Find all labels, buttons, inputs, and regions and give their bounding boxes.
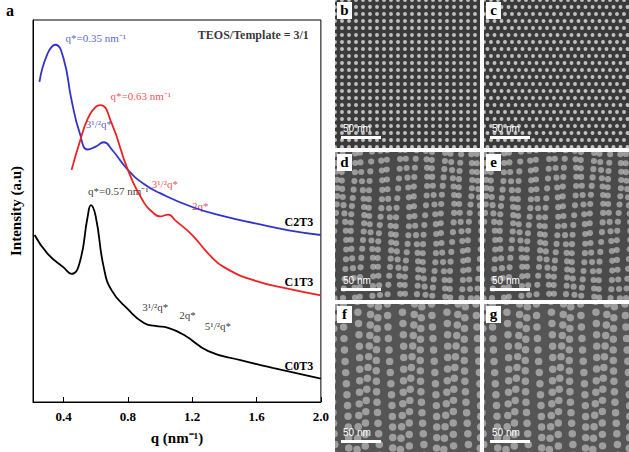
svg-text:2q*: 2q*	[192, 199, 209, 212]
svg-text:c: c	[490, 2, 497, 18]
svg-text:50 nm: 50 nm	[343, 427, 371, 438]
html-text:a: a	[6, 2, 14, 19]
svg-text:50 nm: 50 nm	[492, 427, 520, 438]
svg-text:q*=0.35 nm⁻¹: q*=0.35 nm⁻¹	[65, 32, 126, 44]
svg-text:q*=0.57 nm⁻¹: q*=0.57 nm⁻¹	[88, 185, 149, 197]
svg-text:0.8: 0.8	[120, 409, 137, 424]
svg-text:q (nm⁻¹): q (nm⁻¹)	[151, 430, 203, 447]
svg-text:TEOS/Template = 3/1: TEOS/Template = 3/1	[198, 28, 309, 42]
svg-text:f: f	[342, 306, 348, 322]
svg-text:1.2: 1.2	[184, 409, 200, 424]
svg-text:50 nm: 50 nm	[492, 123, 520, 134]
svg-text:g: g	[490, 306, 498, 322]
svg-text:0.4: 0.4	[55, 409, 72, 424]
svg-text:b: b	[340, 2, 348, 18]
svg-text:e: e	[490, 154, 497, 170]
svg-text:3¹/²q*: 3¹/²q*	[152, 178, 178, 190]
svg-text:3¹/²q*: 3¹/²q*	[86, 118, 112, 130]
svg-text:C2T3: C2T3	[285, 215, 314, 229]
svg-text:C0T3: C0T3	[285, 359, 314, 373]
svg-text:50 nm: 50 nm	[343, 123, 371, 134]
svg-text:50 nm: 50 nm	[343, 275, 371, 286]
svg-text:C1T3: C1T3	[285, 275, 314, 289]
svg-text:Intensity (a.u): Intensity (a.u)	[8, 166, 25, 256]
svg-text:50 nm: 50 nm	[492, 275, 520, 286]
svg-text:d: d	[340, 154, 349, 170]
svg-text:5¹/²q*: 5¹/²q*	[205, 320, 231, 332]
svg-text:2q*: 2q*	[179, 309, 196, 321]
svg-text:3¹/²q*: 3¹/²q*	[142, 301, 168, 313]
svg-text:2.0: 2.0	[313, 409, 329, 424]
svg-text:q*=0.63 nm⁻¹: q*=0.63 nm⁻¹	[110, 90, 171, 102]
svg-text:1.6: 1.6	[248, 409, 265, 424]
